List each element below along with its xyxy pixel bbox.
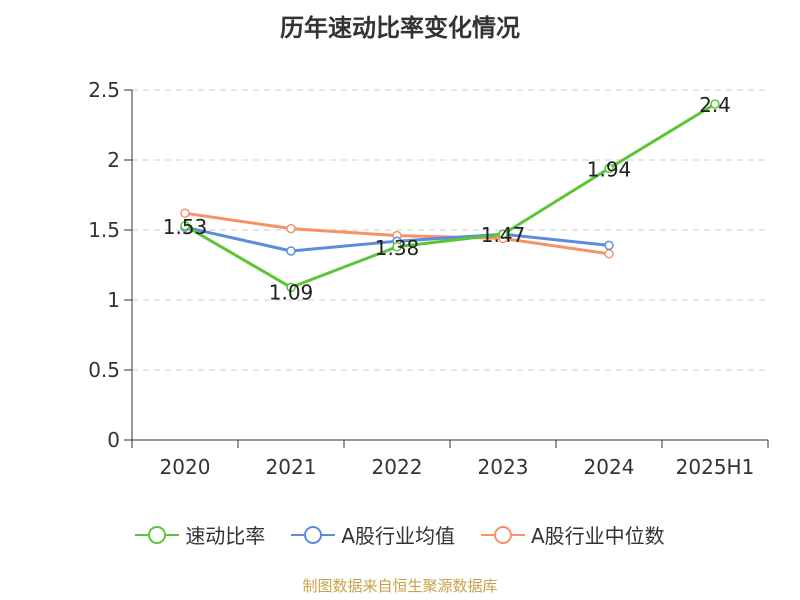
data-label: 1.53	[163, 215, 208, 239]
data-point[interactable]	[604, 163, 614, 174]
series	[180, 99, 720, 293]
legend-line-marker-icon	[481, 525, 525, 545]
data-label: 1.94	[587, 157, 632, 181]
data-source-note: 制图数据来自恒生聚源数据库	[302, 577, 498, 595]
y-tick-label: 1.5	[88, 218, 120, 242]
x-tick-label: 2020	[160, 455, 211, 479]
legend-line-marker-icon	[291, 525, 336, 545]
legend: 速动比率 A股行业均值 A股行业中位数	[0, 520, 800, 549]
legend-label: A股行业中位数	[531, 524, 665, 548]
data-label: 1.47	[481, 223, 526, 247]
grid-lines	[132, 89, 768, 371]
data-label: 1.38	[375, 236, 420, 260]
data-point[interactable]	[710, 99, 720, 109]
data-point[interactable]	[286, 246, 296, 256]
data-point[interactable]	[604, 240, 614, 251]
x-tick-label: 2024	[584, 455, 635, 479]
y-tick-label: 2	[107, 148, 120, 172]
data-point[interactable]	[286, 282, 296, 293]
data-point[interactable]	[604, 249, 614, 259]
data-point[interactable]	[498, 229, 508, 239]
legend-dot	[148, 525, 167, 544]
legend-item-industry-mean[interactable]: A股行业均值	[291, 520, 455, 549]
x-tick-label: 2022	[372, 455, 423, 479]
legend-dot	[494, 525, 512, 544]
data-point[interactable]	[286, 223, 296, 234]
y-tick-label: 0.5	[88, 358, 120, 382]
x-tick-label: 2023	[478, 455, 529, 479]
y-tick-label: 1	[107, 288, 120, 312]
data-label: 2.4	[699, 93, 731, 117]
y-tick-label: 0	[107, 428, 120, 452]
axes: 0 0.5 1 1.5 2 2.5 2020 2021 2022 2023 2024 2025H1	[88, 78, 769, 479]
legend-item-industry-median[interactable]: A股行业中位数	[481, 520, 665, 549]
legend-line-marker-icon	[135, 525, 180, 545]
data-label: 1.09	[269, 280, 314, 304]
data-labels: 1.53 1.09 1.38 1.47 1.94 2.4	[163, 93, 731, 304]
data-point[interactable]	[392, 242, 402, 252]
y-tick-label: 2.5	[88, 78, 120, 102]
data-point[interactable]	[180, 208, 190, 218]
legend-dot	[304, 525, 323, 544]
data-point[interactable]	[180, 221, 190, 231]
legend-item-quick-ratio[interactable]: 速动比率	[135, 520, 265, 549]
legend-label: 速动比率	[185, 524, 266, 548]
series-line-0	[184, 102, 716, 289]
chart-title: 历年速动比率变化情况	[280, 14, 520, 42]
x-tick-label: 2021	[266, 455, 317, 479]
x-tick-label: 2025H1	[676, 455, 755, 479]
legend-label: A股行业均值	[341, 524, 455, 548]
